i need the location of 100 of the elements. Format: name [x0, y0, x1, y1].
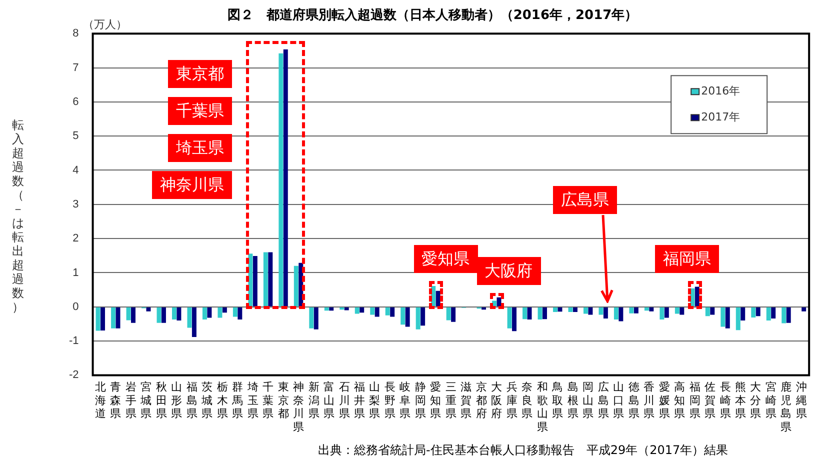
x-tick-label: 滋賀県: [460, 380, 472, 420]
x-tick-label: 香川県: [644, 380, 655, 420]
x-tick-label: 熊本県: [735, 380, 746, 420]
bar: [176, 307, 182, 321]
x-tick-label: 千葉県: [262, 380, 274, 420]
bar: [314, 307, 318, 330]
x-tick-label: 徳島県: [628, 380, 640, 420]
bar: [725, 307, 730, 328]
legend-label: 2017年: [701, 110, 740, 124]
bar: [603, 307, 608, 318]
x-tick-label: 佐賀県: [704, 380, 716, 420]
bar: [644, 307, 649, 311]
x-tick-label: 宮城県: [140, 380, 152, 420]
bar: [309, 307, 314, 328]
bar: [283, 49, 288, 306]
bar: [131, 307, 136, 323]
bar: [420, 307, 426, 326]
x-tick-label: 広島県: [598, 380, 609, 420]
x-tick-label: 岡山県: [582, 380, 594, 420]
x-tick-label: 福島県: [186, 380, 198, 420]
x-tick-label: 山口県: [613, 380, 624, 420]
bar: [126, 307, 131, 320]
x-tick-label: 和歌山県: [536, 380, 548, 434]
bar: [572, 307, 578, 312]
bar: [187, 307, 192, 328]
y-tick-label: -2: [69, 369, 79, 382]
y-tick-label: 8: [72, 28, 79, 40]
x-tick-label: 北海道: [94, 380, 106, 420]
x-tick-label: 大阪府: [491, 380, 502, 420]
bar: [538, 307, 542, 320]
x-tick-label: 群馬県: [231, 380, 244, 420]
bar: [238, 307, 242, 320]
x-tick-label: 埼玉県: [246, 380, 258, 420]
x-tick-label: 長野県: [384, 380, 396, 420]
bar: [522, 307, 528, 320]
x-tick-label: 三重県: [445, 380, 456, 420]
x-tick-label: 鹿児島県: [780, 380, 792, 434]
bar: [588, 307, 593, 315]
bar: [400, 307, 406, 325]
x-tick-label: 兵庫県: [506, 380, 518, 420]
bar: [553, 307, 558, 312]
y-tick-label: 6: [72, 96, 79, 108]
x-tick-label: 富山県: [324, 380, 335, 420]
annotation: 愛知県: [414, 245, 478, 274]
bar: [172, 307, 176, 320]
bar: [786, 307, 791, 323]
x-tick-label: 福岡県: [689, 380, 700, 420]
y-tick-label: 3: [72, 198, 79, 210]
bar: [374, 307, 380, 317]
text: 転入超過数（－は転出超過数）: [12, 118, 24, 314]
y-tick-label: 0: [72, 300, 79, 313]
bar: [360, 307, 364, 313]
x-tick-label: 高知県: [674, 380, 686, 420]
x-tick-label: 長崎県: [720, 380, 731, 420]
x-tick-label: 鳥取県: [551, 380, 564, 420]
x-tick-label: 奈良県: [522, 380, 533, 420]
annotation: 大阪府: [476, 257, 541, 286]
bar: [324, 307, 329, 311]
bar: [710, 307, 715, 315]
source-note: 出典：総務省統計局-住民基本台帳人口移動報告 平成29年（2017年）結果: [318, 442, 728, 459]
y-tick-label: 5: [72, 130, 79, 142]
bar: [751, 307, 756, 318]
bar: [664, 307, 669, 318]
bar: [512, 307, 517, 332]
bar: [720, 307, 726, 327]
bar: [370, 307, 375, 315]
bar: [634, 307, 638, 314]
x-tick-label: 大分県: [750, 380, 762, 420]
bar: [618, 307, 624, 322]
bar: [278, 53, 284, 306]
bar: [482, 307, 486, 310]
bar: [111, 307, 116, 328]
bar: [802, 307, 806, 312]
x-tick-label: 栃木県: [216, 380, 228, 420]
bar: [344, 307, 349, 310]
bar: [507, 307, 512, 328]
text: （万人）: [82, 16, 127, 32]
x-tick-label: 島根県: [567, 380, 578, 420]
bar: [385, 307, 390, 316]
bar: [674, 307, 680, 314]
bar: [192, 307, 196, 337]
x-tick-label: 東京都: [278, 380, 289, 420]
y-tick-label: -1: [69, 335, 79, 348]
annotation: 東京都: [168, 60, 232, 88]
bar: [263, 252, 268, 306]
x-tick-label: 愛知県: [430, 380, 442, 420]
bar: [329, 307, 334, 311]
bar: [446, 307, 451, 320]
bar: [705, 307, 710, 316]
bar: [680, 307, 684, 315]
bar: [207, 307, 212, 318]
bar: [614, 307, 618, 320]
bar: [96, 307, 100, 331]
annotation: 埼玉県: [168, 134, 232, 162]
y-tick-label: 2: [72, 232, 79, 245]
bar: [660, 307, 664, 320]
x-tick-label: 沖縄県: [794, 380, 807, 420]
legend-label: 2016年: [701, 84, 740, 98]
y-tick-label: 7: [72, 62, 79, 74]
bar: [268, 252, 273, 306]
